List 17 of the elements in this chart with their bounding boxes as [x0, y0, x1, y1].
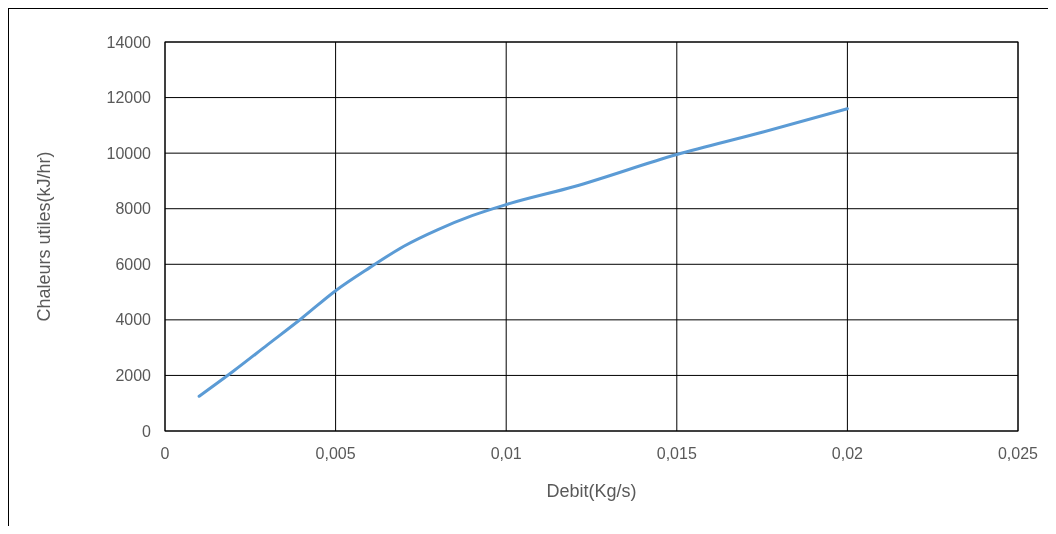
x-tick-label: 0,02	[831, 445, 864, 462]
y-tick-label: 6000	[115, 255, 152, 273]
y-tick-label: 12000	[106, 89, 152, 107]
x-tick-label: 0,005	[315, 445, 356, 462]
x-tick-label: 0	[160, 445, 170, 462]
y-tick-label: 10000	[106, 144, 152, 162]
line-series	[197, 107, 849, 398]
y-tick-label: 4000	[115, 311, 152, 329]
y-axis-title: Chaleurs utiles(kJ/hr)	[34, 151, 54, 322]
y-tick-label: 14000	[106, 33, 152, 51]
x-axis-title: Debit(Kg/s)	[546, 481, 637, 501]
x-tick-label: 0,01	[490, 445, 522, 462]
x-tick-label: 0,025	[997, 445, 1039, 462]
x-tick-label: 0,015	[656, 445, 697, 462]
y-tick-label: 8000	[115, 200, 152, 218]
y-tick-label: 2000	[115, 367, 152, 385]
y-tick-label: 0	[142, 422, 152, 440]
